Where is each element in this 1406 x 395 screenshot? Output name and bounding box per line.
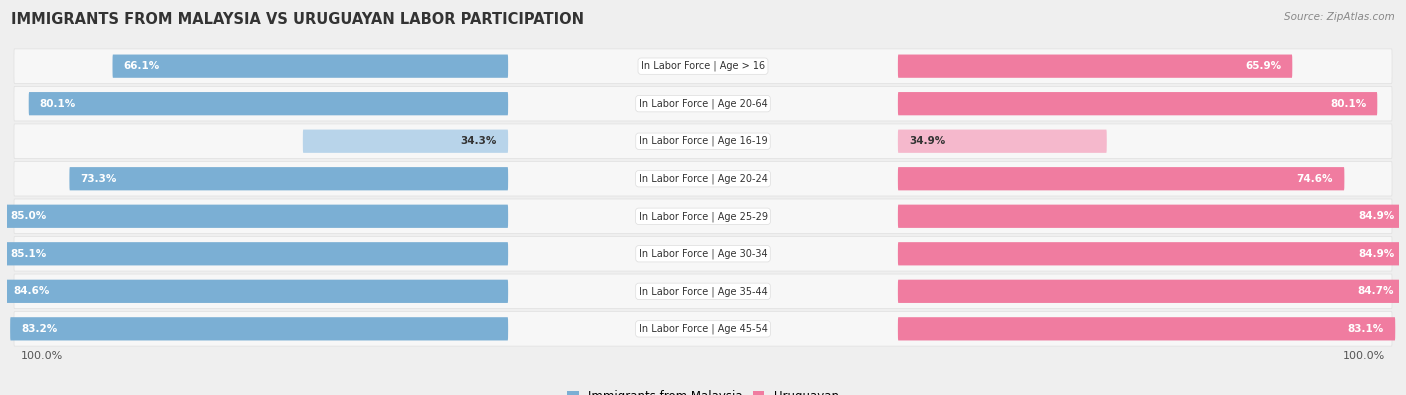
FancyBboxPatch shape bbox=[0, 205, 508, 228]
FancyBboxPatch shape bbox=[14, 49, 1392, 83]
FancyBboxPatch shape bbox=[14, 162, 1392, 196]
Text: 74.6%: 74.6% bbox=[1296, 174, 1333, 184]
Text: 73.3%: 73.3% bbox=[80, 174, 117, 184]
Text: In Labor Force | Age 30-34: In Labor Force | Age 30-34 bbox=[638, 248, 768, 259]
Text: 84.9%: 84.9% bbox=[1358, 211, 1395, 221]
FancyBboxPatch shape bbox=[69, 167, 508, 190]
FancyBboxPatch shape bbox=[898, 280, 1405, 303]
Text: In Labor Force | Age 16-19: In Labor Force | Age 16-19 bbox=[638, 136, 768, 147]
FancyBboxPatch shape bbox=[14, 312, 1392, 346]
FancyBboxPatch shape bbox=[10, 317, 508, 340]
FancyBboxPatch shape bbox=[898, 130, 1107, 153]
FancyBboxPatch shape bbox=[0, 242, 508, 265]
FancyBboxPatch shape bbox=[14, 237, 1392, 271]
FancyBboxPatch shape bbox=[898, 167, 1344, 190]
Text: In Labor Force | Age 20-24: In Labor Force | Age 20-24 bbox=[638, 173, 768, 184]
Text: 34.9%: 34.9% bbox=[910, 136, 945, 146]
Text: 100.0%: 100.0% bbox=[1343, 351, 1385, 361]
Text: 80.1%: 80.1% bbox=[1330, 99, 1367, 109]
Text: In Labor Force | Age 35-44: In Labor Force | Age 35-44 bbox=[638, 286, 768, 297]
FancyBboxPatch shape bbox=[898, 242, 1406, 265]
FancyBboxPatch shape bbox=[28, 92, 508, 115]
Text: 84.9%: 84.9% bbox=[1358, 249, 1395, 259]
FancyBboxPatch shape bbox=[302, 130, 508, 153]
Text: 84.7%: 84.7% bbox=[1357, 286, 1393, 296]
Text: 85.1%: 85.1% bbox=[10, 249, 46, 259]
FancyBboxPatch shape bbox=[14, 199, 1392, 233]
Text: 85.0%: 85.0% bbox=[10, 211, 46, 221]
FancyBboxPatch shape bbox=[14, 124, 1392, 158]
Legend: Immigrants from Malaysia, Uruguayan: Immigrants from Malaysia, Uruguayan bbox=[562, 385, 844, 395]
Text: In Labor Force | Age > 16: In Labor Force | Age > 16 bbox=[641, 61, 765, 71]
Text: 83.2%: 83.2% bbox=[21, 324, 58, 334]
FancyBboxPatch shape bbox=[898, 55, 1292, 78]
Text: In Labor Force | Age 45-54: In Labor Force | Age 45-54 bbox=[638, 324, 768, 334]
Text: 83.1%: 83.1% bbox=[1348, 324, 1384, 334]
FancyBboxPatch shape bbox=[14, 274, 1392, 308]
FancyBboxPatch shape bbox=[112, 55, 508, 78]
FancyBboxPatch shape bbox=[1, 280, 508, 303]
FancyBboxPatch shape bbox=[14, 87, 1392, 121]
Text: 80.1%: 80.1% bbox=[39, 99, 76, 109]
Text: 100.0%: 100.0% bbox=[21, 351, 63, 361]
Text: IMMIGRANTS FROM MALAYSIA VS URUGUAYAN LABOR PARTICIPATION: IMMIGRANTS FROM MALAYSIA VS URUGUAYAN LA… bbox=[11, 12, 585, 27]
Text: 65.9%: 65.9% bbox=[1246, 61, 1281, 71]
Text: In Labor Force | Age 20-64: In Labor Force | Age 20-64 bbox=[638, 98, 768, 109]
Text: 84.6%: 84.6% bbox=[13, 286, 49, 296]
Text: In Labor Force | Age 25-29: In Labor Force | Age 25-29 bbox=[638, 211, 768, 222]
FancyBboxPatch shape bbox=[898, 92, 1378, 115]
Text: Source: ZipAtlas.com: Source: ZipAtlas.com bbox=[1284, 12, 1395, 22]
FancyBboxPatch shape bbox=[898, 317, 1395, 340]
Text: 34.3%: 34.3% bbox=[461, 136, 496, 146]
Text: 66.1%: 66.1% bbox=[124, 61, 160, 71]
FancyBboxPatch shape bbox=[898, 205, 1406, 228]
